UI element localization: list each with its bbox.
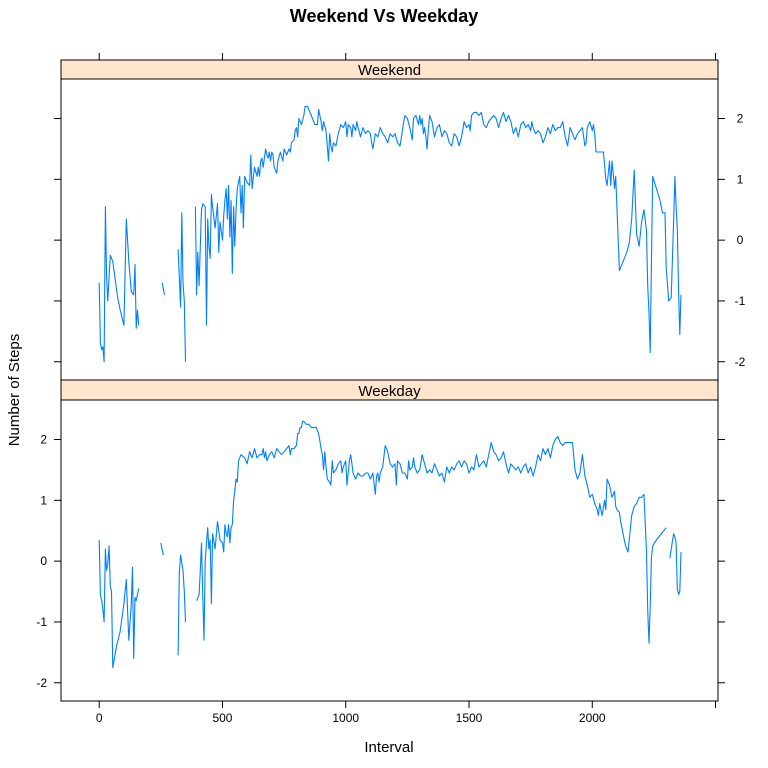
panel-weekend: Weekend -2 -1 0 1 2 <box>54 59 746 381</box>
x-tick-label: 1500 <box>456 711 483 725</box>
x-axis-title: Interval <box>364 739 413 756</box>
y-axis-left: -2 -1 0 1 2 <box>36 433 61 690</box>
x-tick-label: 500 <box>212 711 232 725</box>
y-tick-label: -1 <box>735 294 746 308</box>
strip-label-weekend: Weekend <box>358 62 421 79</box>
panel-frame-weekday <box>60 399 719 702</box>
series-segment-weekend-2 <box>161 282 166 296</box>
x-axis: 0 500 1000 1500 2000 <box>96 701 717 725</box>
y-tick-label: -2 <box>36 676 47 690</box>
series-segment-weekday-4 <box>196 420 667 644</box>
y-tick-label: 2 <box>737 112 744 126</box>
top-axis-ticks <box>98 53 717 60</box>
y-axis-right: -2 -1 0 1 2 <box>718 112 746 369</box>
series-segment-weekend-1 <box>98 206 140 363</box>
series-line-weekday <box>98 420 682 669</box>
panel-weekday: Weekday -2 -1 0 1 2 <box>36 379 725 702</box>
y-tick-label: 0 <box>737 233 744 247</box>
y-tick-label: 1 <box>40 493 47 507</box>
x-tick-label: 0 <box>96 711 103 725</box>
series-line-weekend <box>98 105 682 363</box>
y-ticks-left <box>54 118 61 363</box>
y-axis-title: Number of Steps <box>6 334 23 447</box>
y-tick-label: -2 <box>735 355 746 369</box>
y-tick-label: -1 <box>36 615 47 629</box>
strip-weekday <box>60 379 719 401</box>
series-segment-weekend-4 <box>194 105 682 354</box>
series-segment-weekday-5 <box>669 533 682 596</box>
x-tick-label: 2000 <box>579 711 606 725</box>
y-tick-label: 1 <box>737 172 744 186</box>
y-tick-label: 0 <box>40 554 47 568</box>
x-tick-label: 1000 <box>332 711 359 725</box>
series-segment-weekday-2 <box>160 542 164 556</box>
strip-label-weekday: Weekday <box>358 383 421 400</box>
series-segment-weekend-3 <box>177 212 187 362</box>
chart-title: Weekend Vs Weekday <box>290 6 478 26</box>
y-ticks-right <box>718 439 725 684</box>
y-tick-label: 2 <box>40 433 47 447</box>
series-segment-weekday-3 <box>177 554 187 656</box>
strip-weekend <box>60 59 719 80</box>
series-segment-weekday-1 <box>98 539 140 669</box>
panel-frame-weekend <box>60 78 719 381</box>
